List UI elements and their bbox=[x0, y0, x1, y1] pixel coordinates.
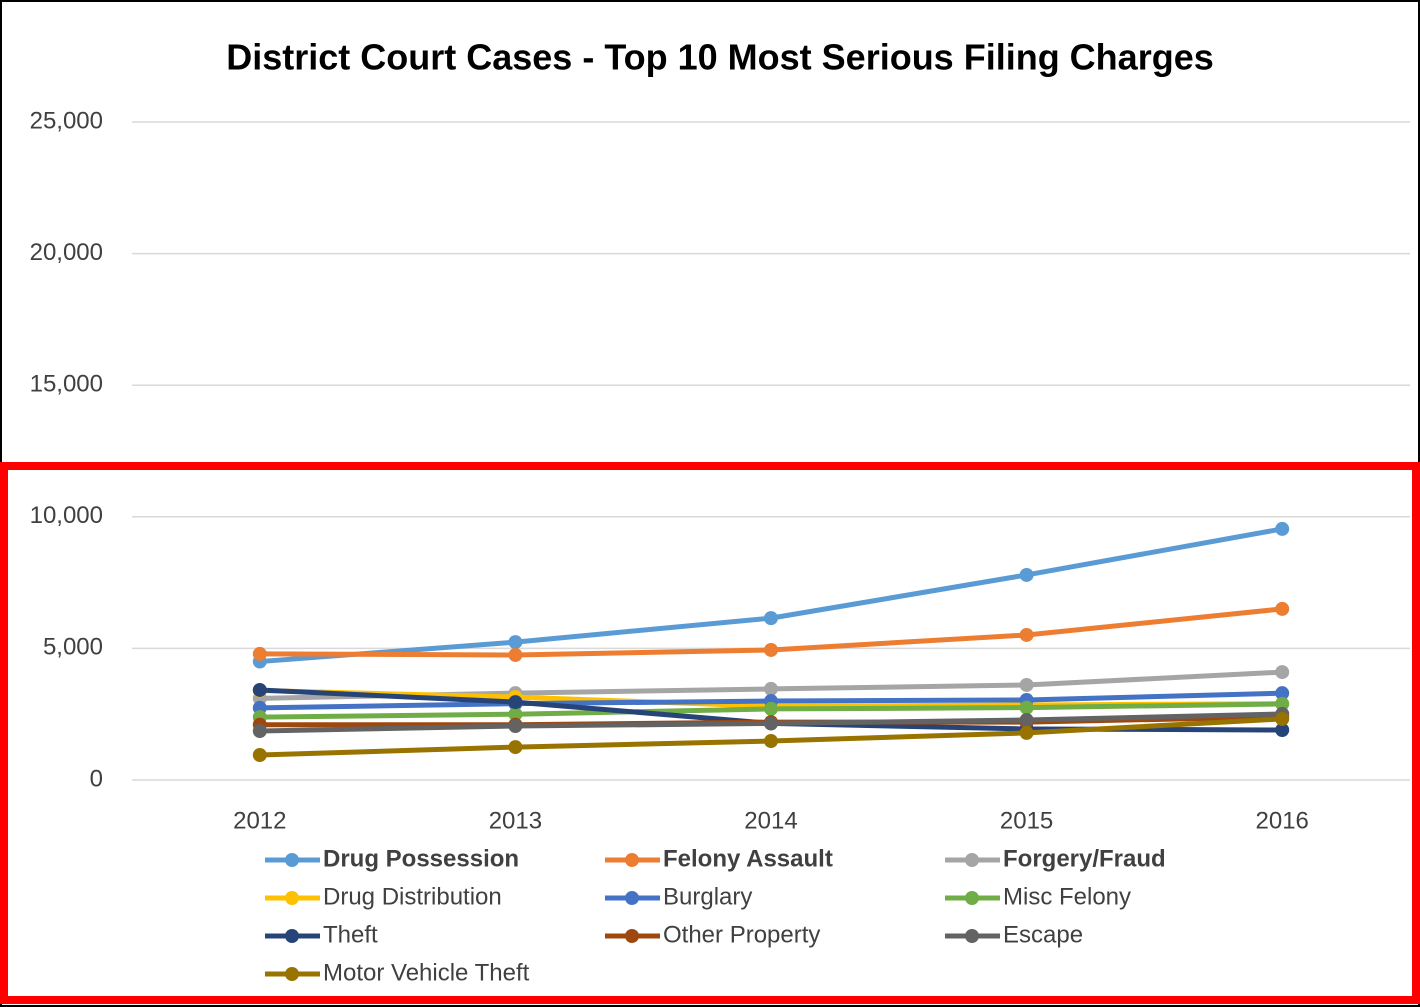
y-tick-label: 5,000 bbox=[43, 634, 103, 661]
data-point bbox=[508, 707, 523, 722]
legend-marker bbox=[625, 853, 639, 867]
data-point bbox=[1019, 725, 1034, 740]
highlight-box bbox=[0, 462, 1420, 1004]
legend-label: Felony Assault bbox=[663, 845, 833, 872]
data-point bbox=[508, 635, 523, 650]
x-tick-label: 2012 bbox=[233, 807, 286, 834]
data-point bbox=[1275, 601, 1290, 616]
data-point bbox=[1275, 711, 1290, 726]
data-point bbox=[764, 701, 778, 716]
data-point bbox=[1019, 712, 1034, 727]
data-point bbox=[252, 724, 267, 739]
y-tick-label: 10,000 bbox=[30, 502, 103, 529]
data-point bbox=[508, 719, 523, 734]
legend-marker bbox=[965, 929, 979, 943]
y-tick-label: 20,000 bbox=[30, 239, 103, 266]
legend-label: Misc Felony bbox=[1003, 883, 1131, 910]
legend-label: Other Property bbox=[663, 921, 820, 948]
legend-marker bbox=[285, 853, 299, 867]
data-point bbox=[1275, 665, 1290, 680]
data-point bbox=[508, 647, 523, 662]
legend-marker bbox=[625, 891, 639, 905]
x-tick-label: 2016 bbox=[1256, 807, 1309, 834]
chart-title: District Court Cases - Top 10 Most Serio… bbox=[226, 37, 1214, 78]
data-point bbox=[764, 681, 778, 696]
data-point bbox=[508, 740, 523, 755]
data-point bbox=[764, 611, 778, 626]
data-point bbox=[1275, 722, 1290, 737]
data-point bbox=[1275, 686, 1290, 701]
legend-label: Escape bbox=[1003, 921, 1083, 948]
data-point bbox=[1019, 567, 1034, 582]
x-tick-label: 2013 bbox=[489, 807, 542, 834]
data-point bbox=[764, 716, 778, 731]
y-tick-label: 25,000 bbox=[30, 107, 103, 134]
legend-marker bbox=[285, 891, 299, 905]
data-point bbox=[252, 682, 267, 697]
legend-marker bbox=[285, 929, 299, 943]
legend-label: Theft bbox=[323, 921, 378, 948]
legend-label: Drug Distribution bbox=[323, 883, 502, 910]
x-tick-label: 2014 bbox=[744, 807, 797, 834]
data-point bbox=[1275, 696, 1290, 711]
data-point bbox=[764, 734, 778, 749]
legend-marker bbox=[965, 853, 979, 867]
legend-label: Forgery/Fraud bbox=[1003, 845, 1166, 872]
legend-label: Burglary bbox=[663, 883, 752, 910]
legend-marker bbox=[965, 891, 979, 905]
data-point bbox=[1019, 677, 1034, 692]
data-point bbox=[764, 642, 778, 657]
data-point bbox=[252, 646, 267, 661]
data-point bbox=[1275, 521, 1290, 536]
legend-marker bbox=[285, 967, 299, 981]
y-tick-label: 0 bbox=[90, 765, 103, 792]
data-point bbox=[252, 747, 267, 762]
legend-label: Motor Vehicle Theft bbox=[323, 959, 530, 986]
data-point bbox=[1019, 700, 1034, 715]
data-point bbox=[508, 695, 523, 710]
x-tick-label: 2015 bbox=[1000, 807, 1053, 834]
legend-label: Drug Possession bbox=[323, 845, 519, 872]
data-point bbox=[1019, 627, 1034, 642]
legend-marker bbox=[625, 929, 639, 943]
y-tick-label: 15,000 bbox=[30, 371, 103, 398]
